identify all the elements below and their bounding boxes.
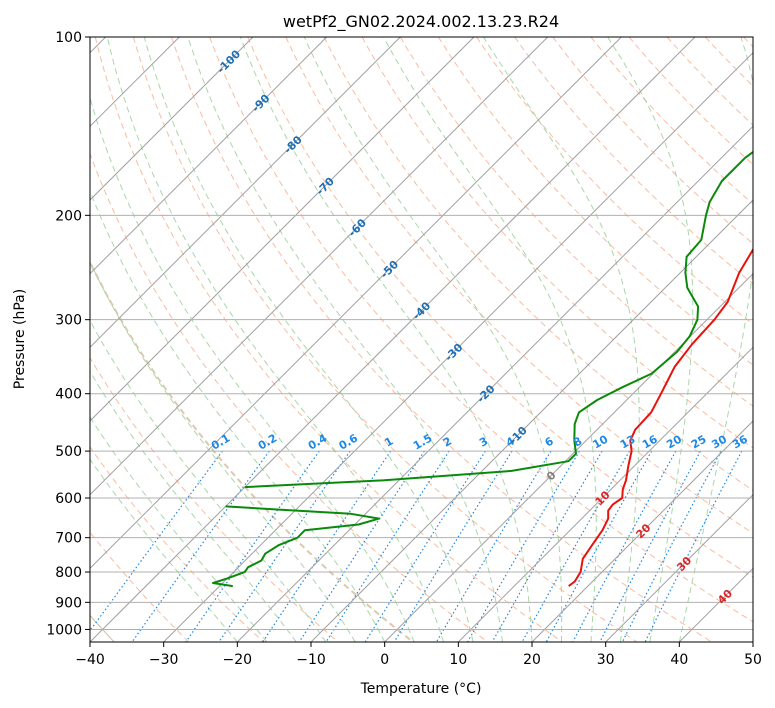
profile-series	[212, 150, 753, 588]
isotherm-line	[90, 37, 328, 275]
moist-adiabat	[482, 37, 640, 642]
mixing-ratio-line	[185, 450, 320, 642]
dry-adiabats	[90, 37, 753, 642]
plot-frame	[89, 36, 754, 643]
isotherm-line	[163, 51, 753, 642]
moist-adiabat	[239, 37, 533, 642]
mixing-ratio-line	[644, 450, 743, 642]
isotherms	[90, 37, 753, 642]
moist-adiabat	[383, 37, 597, 642]
x-tick-label: 10	[449, 652, 467, 668]
isotherm-line	[90, 37, 549, 496]
axis-ticks: −40 −30 −20 −10 0 10 20 30 40 50 100 200 300 400 500 60…	[46, 30, 762, 668]
dry-adiabat	[437, 37, 753, 366]
dewpoint-line	[244, 150, 753, 489]
dry-adiabat	[90, 356, 339, 642]
moist-adiabat	[90, 416, 268, 642]
dry-adiabat	[590, 37, 753, 205]
x-tick-label: −40	[75, 652, 105, 668]
dry-adiabat	[132, 37, 638, 642]
pressure-gridlines	[90, 37, 753, 630]
mixing-ratio-line	[521, 450, 631, 642]
dry-adiabat	[171, 37, 712, 642]
dewpoint-line	[212, 505, 381, 588]
y-tick-label: 500	[55, 444, 82, 460]
x-tick-label: −20	[223, 652, 253, 668]
x-tick-label: 30	[597, 652, 615, 668]
x-tick-label: 40	[670, 652, 688, 668]
x-axis-label: Temperature (°C)	[360, 681, 482, 697]
dry-adiabat	[209, 37, 753, 623]
isotherm-line	[90, 37, 401, 349]
mixing-ratio-line	[621, 450, 722, 642]
moist-adiabat	[90, 189, 386, 642]
dry-adiabat	[285, 37, 753, 534]
x-tick-label: 20	[523, 652, 541, 668]
plot-area: 0.1 0.2 0.4 0.6 1 1.5 2 3 4 6 8 10 13 16 20 25 30 36-100-…	[90, 37, 753, 642]
moist-adiabats	[90, 37, 753, 642]
isotherm-line	[605, 493, 753, 642]
isotherm-line	[90, 37, 622, 570]
x-tick-label: −10	[296, 652, 326, 668]
moist-adiabat	[607, 37, 694, 642]
chart-title: wetPf2_GN02.2024.002.13.23.R24	[283, 12, 559, 32]
isotherm-line	[531, 420, 753, 642]
isotherm-line	[236, 125, 753, 642]
moist-adiabat	[90, 319, 327, 642]
temperature-line	[568, 247, 753, 587]
x-tick-label: 0	[380, 652, 389, 668]
mixing-ratio-line	[572, 450, 677, 642]
y-tick-label: 100	[55, 30, 82, 46]
moist-adiabat	[106, 37, 445, 642]
y-tick-label: 600	[55, 491, 82, 507]
mixing-ratio-line	[545, 450, 653, 642]
moist-adiabat	[678, 37, 753, 642]
dry-adiabat	[514, 37, 753, 285]
mixing-ratio-line	[599, 450, 702, 642]
y-tick-label: 700	[55, 531, 82, 547]
moist-adiabat	[187, 37, 503, 642]
mixing-ratio-line	[298, 450, 425, 642]
dry-adiabat	[90, 446, 264, 642]
dry-adiabat	[90, 152, 488, 642]
isotherm-line	[310, 199, 753, 642]
dry-adiabat	[90, 531, 190, 642]
y-axis-label: Pressure (hPa)	[12, 289, 28, 389]
moist-adiabat	[90, 260, 356, 642]
isotherm-line	[90, 37, 475, 422]
dry-adiabat	[399, 37, 753, 407]
x-tick-label: −30	[149, 652, 179, 668]
y-tick-label: 300	[55, 313, 82, 329]
moist-adiabat	[143, 37, 474, 642]
x-tick-label: 50	[744, 652, 762, 668]
mixing-ratio-line	[262, 450, 392, 642]
moist-adiabat	[90, 458, 238, 642]
moist-adiabat	[90, 370, 297, 642]
mixing-ratio-line	[90, 450, 223, 632]
moist-adiabat	[303, 37, 563, 642]
isotherm-line	[457, 346, 753, 642]
isotherm-line	[90, 37, 696, 642]
y-tick-label: 1000	[46, 622, 82, 638]
y-tick-label: 900	[55, 595, 82, 611]
y-tick-label: 800	[55, 565, 82, 581]
dry-adiabat	[552, 37, 753, 245]
y-tick-label: 200	[55, 208, 82, 224]
dry-adiabat	[247, 37, 753, 578]
y-tick-label: 400	[55, 387, 82, 403]
isotherm-line	[90, 37, 254, 201]
mixing-ratio-line	[491, 450, 603, 642]
mixing-ratio-line	[218, 450, 351, 642]
